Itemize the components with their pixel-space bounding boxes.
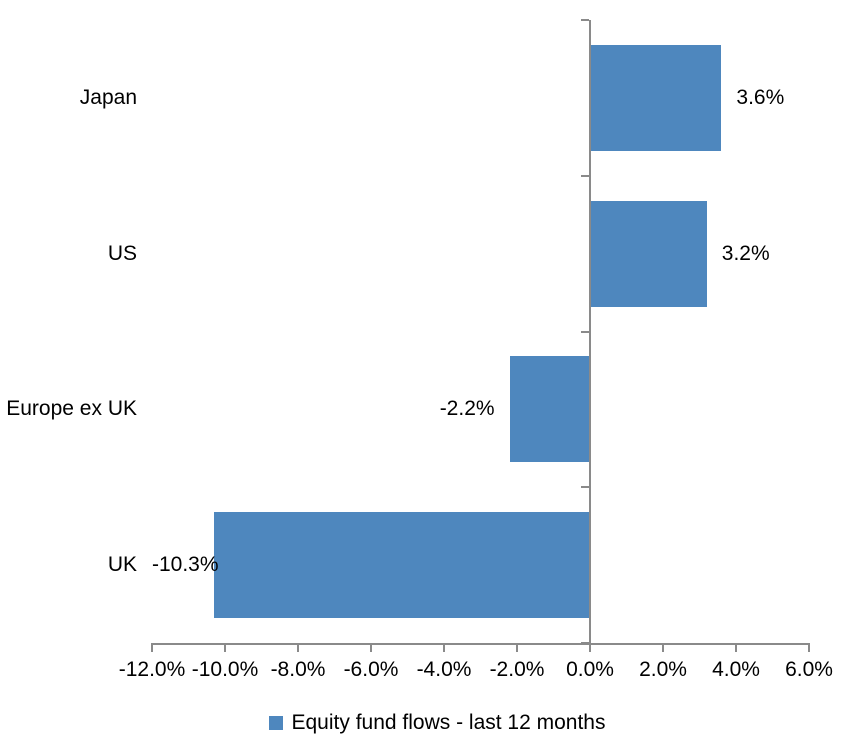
x-tick-label: 4.0% [712,658,760,681]
x-tick-label: -6.0% [343,658,399,681]
value-label-uk: -10.3% [152,553,219,577]
category-axis-tick [581,19,589,21]
x-axis-tick [151,645,153,652]
category-label-europe-ex-uk: Europe ex UK [6,397,137,421]
bar-europe-ex-uk [509,356,590,463]
value-label-japan: 3.6% [736,85,785,109]
x-axis-tick [370,645,372,652]
x-axis-tick [589,645,591,652]
category-label-japan: Japan [79,85,137,109]
x-axis-tick [443,645,445,652]
bar-uk [214,512,590,619]
x-axis-tick [224,645,226,652]
legend: Equity fund flows - last 12 months [0,710,852,736]
x-axis-tick [297,645,299,652]
value-label-europe-ex-uk: -2.2% [439,397,495,421]
x-tick-label: -4.0% [416,658,472,681]
legend-label: Equity fund flows - last 12 months [291,711,606,734]
category-axis-tick [581,486,589,489]
x-tick-label: 6.0% [785,658,833,681]
category-axis-line [589,20,591,645]
legend-swatch [268,716,283,730]
value-axis-line [151,643,810,645]
x-axis-tick [735,645,737,652]
x-axis-tick [662,645,664,652]
x-tick-label: 0.0% [566,658,614,681]
x-tick-label: 2.0% [639,658,687,681]
category-axis-tick [581,330,589,333]
category-label-uk: UK [107,553,137,577]
x-axis-tick [516,645,518,652]
x-tick-label: -8.0% [270,658,326,681]
category-label-us: US [107,241,137,265]
value-label-us: 3.2% [721,241,770,265]
bar-us [590,200,707,307]
x-tick-label: -12.0% [118,658,186,681]
x-tick-label: -2.0% [489,658,545,681]
x-axis-tick [808,645,810,652]
category-axis-tick [581,174,589,177]
x-tick-label: -10.0% [191,658,259,681]
bar-japan [590,44,722,151]
